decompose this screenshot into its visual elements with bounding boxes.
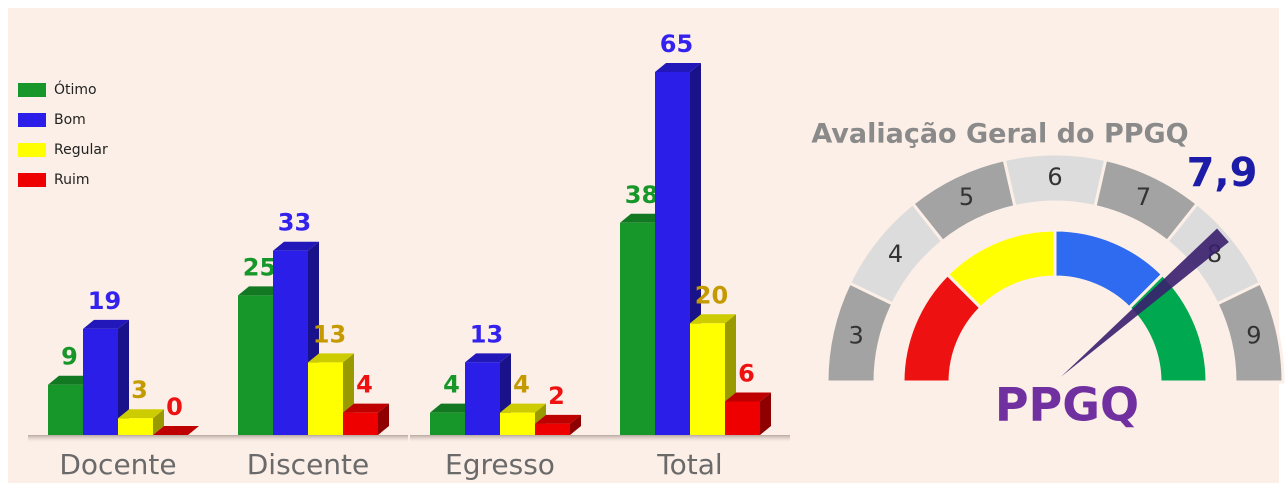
data-label: 2 (548, 382, 565, 410)
bar-top (725, 392, 771, 402)
bar (725, 392, 771, 435)
bar-side (760, 392, 771, 435)
bar-top (620, 213, 666, 223)
bar-front (500, 412, 535, 435)
bar (655, 63, 701, 435)
legend-label: Ruim (54, 172, 90, 188)
bar-front (620, 222, 655, 435)
bar-top (343, 403, 389, 413)
bar-front (725, 401, 760, 435)
gauge-segment (1215, 281, 1285, 384)
bar-top (308, 353, 354, 363)
data-label: 3 (131, 376, 148, 404)
bar (500, 403, 546, 435)
data-label: 33 (278, 209, 311, 237)
legend-swatch (18, 113, 46, 127)
floor-shadow (600, 435, 790, 443)
bar-front (48, 384, 83, 435)
data-label: 0 (166, 393, 183, 421)
legend-label: Regular (54, 142, 108, 158)
bar-front (118, 418, 153, 435)
gauge-tick-label: 4 (888, 240, 903, 268)
bar-front (83, 328, 118, 435)
gauge-tick-label: 5 (959, 183, 974, 211)
x-tick-label: Egresso (445, 448, 555, 481)
data-label: 6 (738, 359, 755, 387)
bar (343, 403, 389, 435)
bar-top (83, 319, 129, 329)
legend-swatch (18, 83, 46, 97)
bar-top (465, 353, 511, 363)
bar-front (273, 250, 308, 435)
data-label: 4 (356, 371, 373, 399)
gauge-needle (1061, 228, 1229, 377)
data-label: 13 (470, 320, 503, 348)
bar-side (570, 414, 581, 435)
gauge-tick-label: 9 (1246, 322, 1261, 350)
data-label: 65 (660, 30, 693, 58)
gauge-title: Avaliação Geral do PPGQ (811, 119, 1188, 150)
x-tick-label: Total (656, 448, 722, 481)
gauge-tick-label: 3 (848, 322, 863, 350)
bar (308, 353, 354, 435)
bar (465, 353, 511, 435)
bar (430, 403, 476, 435)
legend-label: Ótimo (54, 80, 97, 98)
bar-top (500, 403, 546, 413)
gauge-label: PPGQ (995, 378, 1139, 432)
bar-side (153, 409, 164, 435)
bar (118, 409, 164, 435)
bar-top (535, 414, 581, 424)
bar-top (118, 409, 164, 419)
bar-top (430, 403, 476, 413)
bar (153, 426, 199, 435)
bar-side (118, 319, 129, 435)
bar-front (690, 323, 725, 435)
bar-front (308, 362, 343, 435)
bar-top (273, 241, 319, 251)
gauge-value-label: 7,9 (1187, 150, 1258, 196)
bar-side (378, 403, 389, 435)
bar-top (655, 63, 701, 72)
bar-top (238, 286, 284, 296)
bar-top (153, 426, 199, 435)
bar-top (48, 375, 94, 385)
data-label: 9 (61, 343, 78, 371)
bar (690, 314, 736, 435)
legend-swatch (18, 143, 46, 157)
legend-swatch (18, 173, 46, 187)
gauge-tick-label: 7 (1136, 183, 1151, 211)
floor-shadow (410, 435, 600, 443)
data-label: 38 (625, 181, 658, 209)
legend-label: Bom (54, 112, 86, 128)
x-tick-label: Docente (59, 448, 176, 481)
gauge-tick-label: 6 (1047, 163, 1062, 191)
bar-front (465, 362, 500, 435)
x-tick-label: Discente (247, 448, 370, 481)
bar (83, 319, 129, 435)
bar-front (535, 423, 570, 435)
data-label: 13 (313, 320, 346, 348)
data-label: 25 (243, 253, 276, 281)
bar (535, 414, 581, 435)
data-label: 4 (443, 371, 460, 399)
bar-front (655, 72, 690, 435)
bar-front (430, 412, 465, 435)
data-label: 19 (88, 287, 121, 315)
data-label: 20 (695, 281, 728, 309)
floor-shadow (28, 435, 218, 443)
bar (273, 241, 319, 435)
bar-front (343, 412, 378, 435)
bar-top (690, 314, 736, 324)
bar-front (238, 295, 273, 435)
floor-shadow (218, 435, 408, 443)
data-label: 4 (513, 371, 530, 399)
